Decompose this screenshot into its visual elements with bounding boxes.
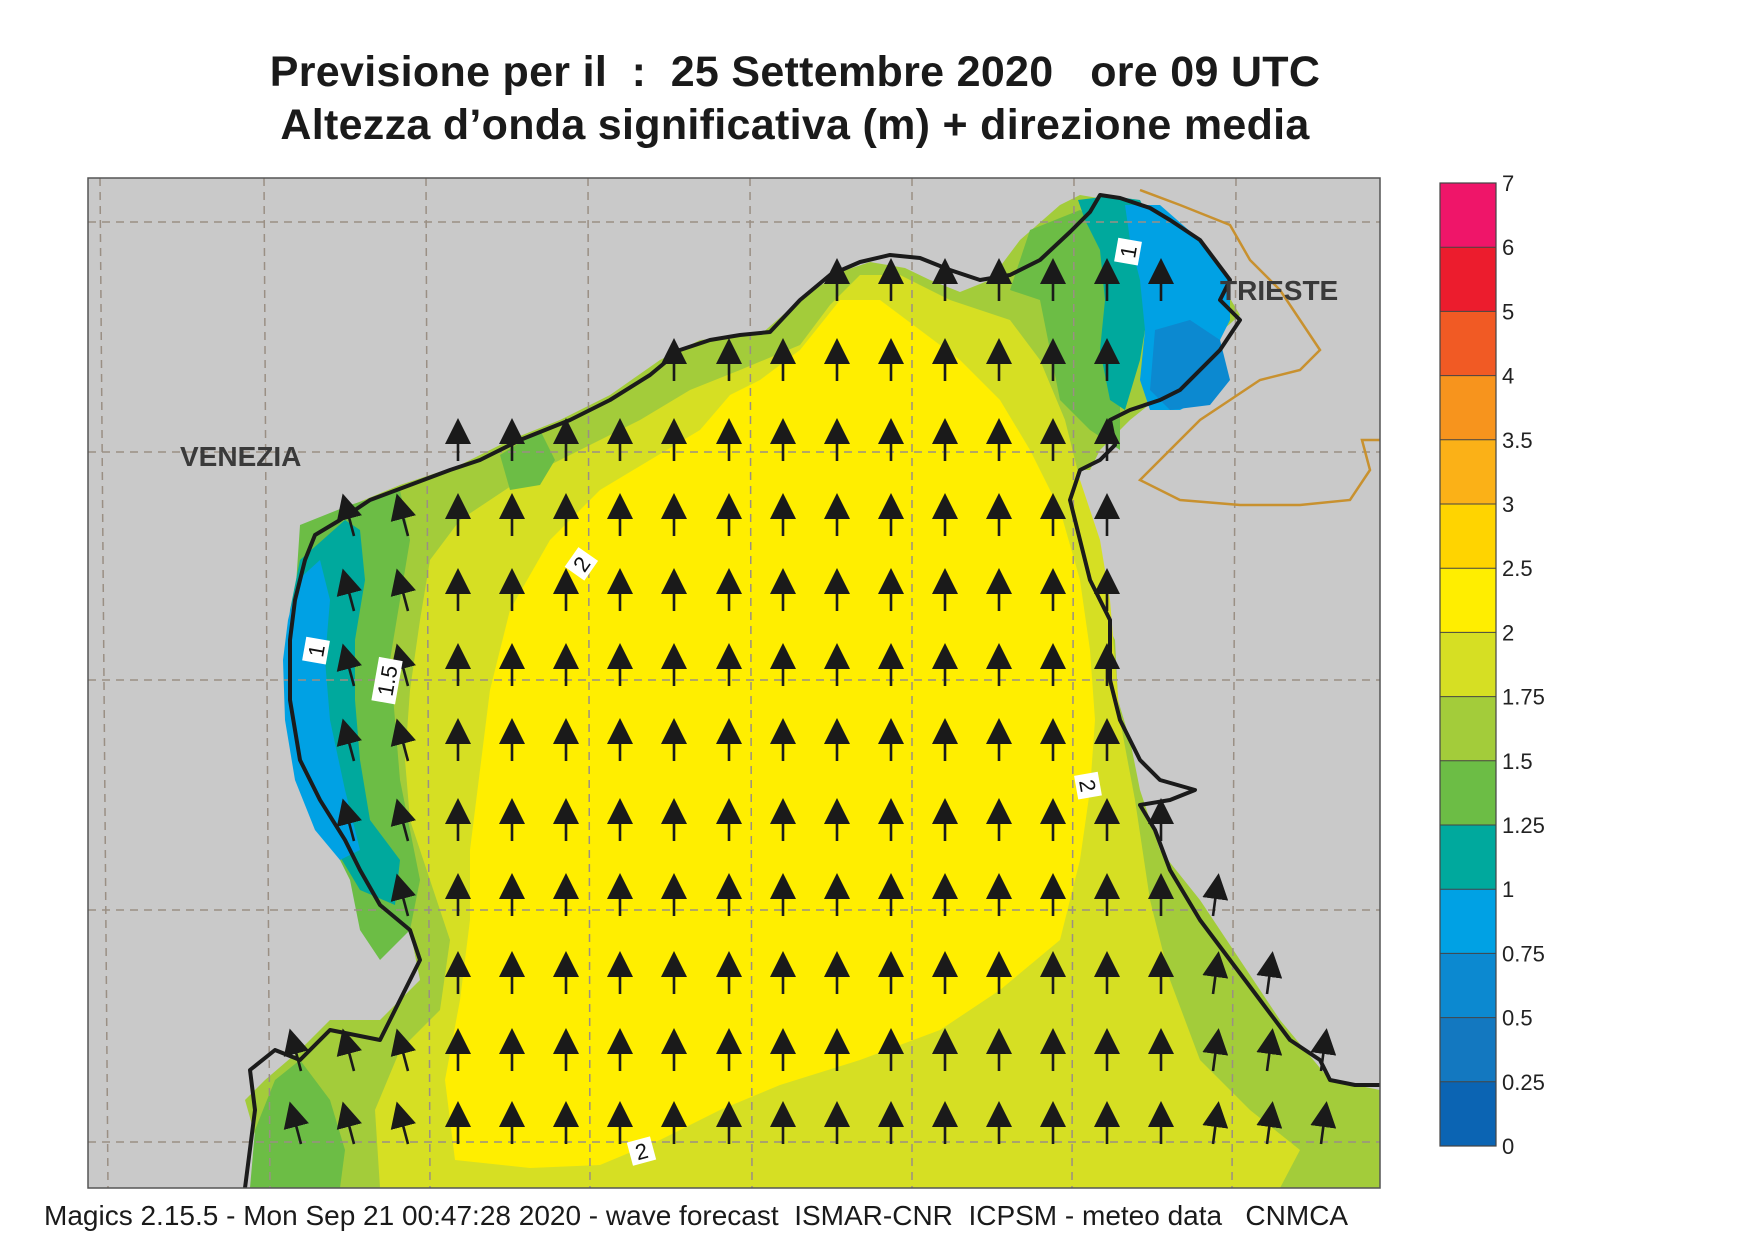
legend-color-box [1440,311,1496,377]
legend-color-box [1440,889,1496,954]
legend-color-box [1440,1081,1496,1147]
contour-label: 1.5 [371,656,403,705]
contour-label: 1 [1114,237,1142,266]
wave-direction-arrow [390,1028,416,1072]
legend-color-box [1440,568,1496,633]
wave-direction-arrow [336,643,362,687]
place-label-trieste: TRIESTE [1220,275,1338,306]
wave-direction-arrow [1310,1101,1337,1145]
wave-direction-arrow [1202,1101,1229,1145]
wave-band-east-1-25 [1010,210,1120,450]
wave-direction-arrow [1256,1101,1283,1145]
wave-direction-arrow [336,493,362,537]
wave-direction-arrow [283,1101,309,1145]
legend-color-box [1440,375,1496,441]
legend-color-box [1440,825,1496,890]
wave-direction-arrow [390,493,416,537]
coastline [243,193,1380,1188]
legend-tick-label: 0 [1502,1134,1514,1159]
legend-tick-label: 2 [1502,620,1514,645]
wave-direction-arrow [1256,1028,1283,1072]
legend-border [1439,182,1497,1147]
wave-direction-arrow [283,1028,309,1072]
contour-label: 1 [302,636,330,665]
wave-direction-arrow [336,568,362,612]
footer-credits: Magics 2.15.5 - Mon Sep 21 00:47:28 2020… [44,1200,1349,1231]
legend-tick-label: 3.5 [1502,428,1533,453]
legend-tick-label: 1.25 [1502,813,1545,838]
legend-tick-label: 0.5 [1502,1006,1533,1031]
contour-label: 2 [564,547,599,581]
wave-direction-arrow [336,798,362,842]
legend-tick-label: 0.75 [1502,941,1545,966]
place-label-venezia: VENEZIA [180,441,301,472]
contour-label: 2 [626,1136,657,1166]
map-subtitle: Altezza d’onda significativa (m) + direz… [280,101,1310,149]
wave-direction-arrow [1202,873,1229,917]
wave-direction-arrows [283,258,1337,1145]
wave-direction-arrow [336,718,362,762]
wave-direction-arrow [336,1028,362,1072]
country-border [1137,188,1380,507]
svg-text:1: 1 [303,643,330,659]
legend-tick-label: 4 [1502,364,1514,389]
legend-color-box [1440,247,1496,312]
wave-direction-arrow [336,1101,362,1145]
wave-band-lagoon [500,430,555,490]
legend-color-box [1440,1017,1496,1083]
wave-direction-arrow [1310,1028,1337,1072]
wave-direction-arrow [390,718,416,762]
legend-tick-label: 0.25 [1502,1070,1545,1095]
map-title: Previsione per il : 25 Settembre 2020 or… [269,48,1321,96]
wave-direction-arrow [390,1101,416,1145]
map-frame [87,177,1381,1189]
wave-direction-arrow [1256,951,1283,995]
legend-tick-label: 7 [1502,171,1514,196]
legend-color-box [1440,632,1496,698]
legend-tick-label: 5 [1502,299,1514,324]
legend-color-box [1440,696,1496,762]
wave-direction-arrow [1202,1028,1229,1072]
legend-color-box [1440,504,1496,569]
wave-direction-arrow [390,568,416,612]
legend-color-box [1440,183,1496,248]
color-legend: 7 6 5 4 3.5 3 2.5 2 1.75 1.5 1.25 1 0.75 0.5 0.25 0 [1439,171,1545,1159]
svg-text:1: 1 [1115,244,1142,260]
contour-label: 2 [1074,771,1102,800]
legend-tick-label: 2.5 [1502,556,1533,581]
wave-band-east-0-5 [1150,320,1230,410]
legend-color-box [1440,439,1496,505]
wave-band-west-0-75 [283,560,360,860]
legend-tick-label: 1 [1502,877,1514,902]
wave-direction-arrow [390,873,416,917]
legend-tick-label: 1.5 [1502,749,1533,774]
wave-direction-arrow [390,798,416,842]
svg-text:1.5: 1.5 [373,664,403,698]
svg-text:2: 2 [1074,778,1101,794]
legend-color-box [1440,953,1496,1019]
legend-color-box [1440,760,1496,826]
legend-tick-label: 3 [1502,492,1514,517]
legend-tick-label: 6 [1502,235,1514,260]
wave-direction-arrow [1202,951,1229,995]
legend-tick-label: 1.75 [1502,685,1545,710]
graticule [88,178,1380,1188]
